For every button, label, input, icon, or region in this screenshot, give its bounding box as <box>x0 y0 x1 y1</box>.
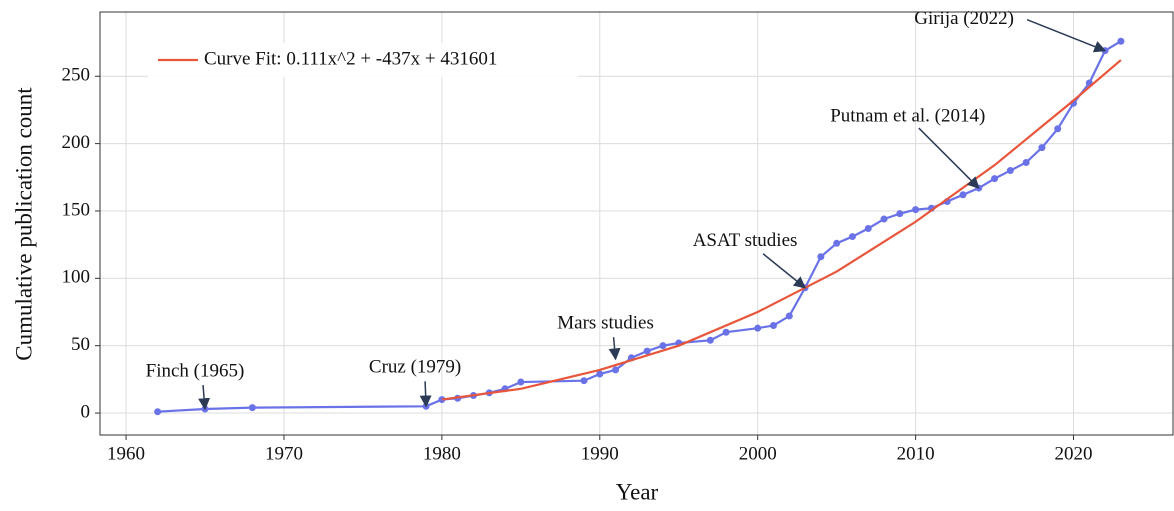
annotation-arrow <box>762 253 807 289</box>
data-point <box>833 239 841 247</box>
data-point <box>912 206 920 214</box>
data-point <box>643 347 651 355</box>
series-line <box>441 59 1122 401</box>
annotation-label: Mars studies <box>557 313 654 334</box>
data-point <box>1038 144 1046 152</box>
data-point <box>659 342 667 350</box>
data-point <box>848 233 856 241</box>
annotation-arrow <box>918 127 980 189</box>
data-point <box>612 366 620 374</box>
data-point <box>154 408 162 416</box>
data-point <box>880 215 888 223</box>
y-tick-label: 100 <box>62 267 91 288</box>
y-tick-label: 150 <box>62 199 91 220</box>
x-axis-label: Year <box>616 479 659 504</box>
data-point <box>896 210 904 218</box>
x-tick-label: 1980 <box>423 443 461 464</box>
plot-frame <box>99 11 1174 436</box>
x-tick-label: 1960 <box>107 443 145 464</box>
data-point <box>248 404 256 412</box>
data-point <box>991 175 999 183</box>
y-tick-label: 200 <box>62 132 91 153</box>
y-axis-label: Cumulative publication count <box>11 87 36 361</box>
data-point <box>517 378 525 386</box>
y-tick-label: 50 <box>71 334 90 355</box>
data-point <box>785 312 793 320</box>
data-point <box>1022 158 1030 166</box>
annotation-label: Cruz (1979) <box>369 357 461 378</box>
data-point <box>959 191 967 199</box>
data-point <box>722 328 730 336</box>
data-point <box>1054 125 1062 133</box>
annotation-arrow <box>198 384 211 411</box>
x-tick-label: 2010 <box>897 443 935 464</box>
data-point <box>580 377 588 385</box>
annotation-arrow <box>419 381 432 408</box>
x-tick-label: 1990 <box>581 443 619 464</box>
x-tick-label: 1970 <box>265 443 303 464</box>
data-point <box>754 324 762 332</box>
legend-box <box>148 43 578 77</box>
annotation-arrow <box>1026 18 1107 53</box>
x-tick-label: 2020 <box>1055 443 1093 464</box>
data-point <box>864 224 872 232</box>
y-tick-label: 250 <box>62 65 91 86</box>
annotation-label: Finch (1965) <box>146 360 245 381</box>
data-point <box>769 321 777 329</box>
x-tick-label: 2000 <box>739 443 777 464</box>
y-tick-label: 0 <box>81 401 91 422</box>
annotation-arrow <box>608 337 621 361</box>
data-point <box>1006 167 1014 175</box>
annotation-label: ASAT studies <box>693 230 798 251</box>
annotation-label: Girija (2022) <box>914 8 1014 29</box>
data-point <box>817 253 825 261</box>
data-point <box>1117 37 1125 45</box>
data-point <box>706 336 714 344</box>
series-line <box>157 40 1122 413</box>
annotation-label: Putnam et al. (2014) <box>830 105 985 126</box>
legend-label: Curve Fit: 0.111x^2 + -437x + 431601 <box>204 48 497 69</box>
data-point <box>596 370 604 378</box>
